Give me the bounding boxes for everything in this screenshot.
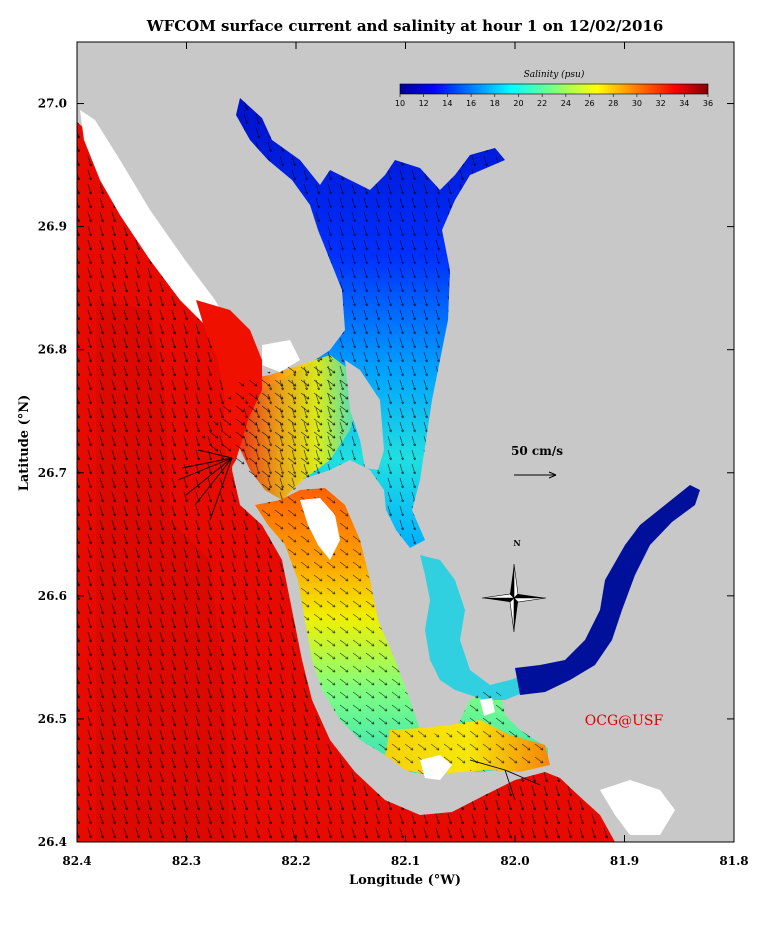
y-tick-label: 26.6: [38, 589, 67, 603]
y-tick-label: 26.4: [38, 835, 67, 849]
x-tick-label: 82.2: [281, 854, 310, 868]
mid-harbor-vectors: [200, 355, 360, 500]
colorbar-tick-label: 34: [679, 99, 689, 108]
x-tick-label: 82.0: [500, 854, 529, 868]
x-tick-label: 81.8: [719, 854, 748, 868]
colorbar-tick-label: 28: [608, 99, 618, 108]
colorbar-ramp: [399, 83, 709, 95]
scale-arrow-label: 50 cm/s: [511, 444, 563, 458]
gulf-vectors: [77, 122, 615, 842]
x-tick-label: 82.4: [62, 854, 91, 868]
y-tick-label: 26.5: [38, 712, 67, 726]
x-axis-ticks: 82.4 82.3 82.2 82.1 82.0 81.9 81.8: [62, 42, 749, 868]
island-pine: [345, 360, 384, 470]
island-small-1: [262, 340, 300, 372]
y-tick-label: 26.9: [38, 220, 67, 234]
colorbar-tick-label: 16: [466, 99, 476, 108]
north-arrow-icon: [481, 563, 547, 633]
island-south-cluster: [600, 780, 675, 835]
colorbar-title: Salinity (psu): [524, 69, 585, 80]
colorbar-tick-label: 26: [584, 99, 594, 108]
colorbar: Salinity (psu) 10 12 14 16 18 20 22 24 26 28 30 32 3…: [395, 69, 713, 108]
colorbar-tick-label: 12: [419, 99, 429, 108]
inlet-jet-arrows: [177, 449, 541, 801]
colorbar-tick-label: 24: [561, 99, 571, 108]
y-axis-ticks: 26.4 26.5 26.6 26.7 26.8 26.9 27.0: [38, 97, 734, 849]
island-small-2: [480, 698, 495, 716]
x-tick-label: 82.1: [391, 854, 420, 868]
colorbar-ticks: 10 12 14 16 18 20 22 24 26 28 30 32 34 36: [395, 94, 713, 108]
x-tick-label: 82.3: [172, 854, 201, 868]
y-tick-label: 26.8: [38, 343, 67, 357]
x-axis-label: Longitude (°W): [349, 873, 461, 888]
colorbar-tick-label: 18: [490, 99, 500, 108]
barrier-island: [80, 110, 238, 350]
caloosahatchee-channel: [420, 555, 530, 700]
colorbar-tick-label: 36: [703, 99, 713, 108]
colorbar-tick-label: 32: [656, 99, 666, 108]
colorbar-tick-label: 22: [537, 99, 547, 108]
sound-vectors: [255, 488, 548, 775]
colorbar-tick-label: 10: [395, 99, 405, 108]
colorbar-tick-label: 14: [442, 99, 452, 108]
y-tick-label: 26.7: [38, 466, 67, 480]
caloosahatchee-river: [515, 485, 700, 695]
x-tick-label: 81.9: [610, 854, 639, 868]
island-gasparilla: [300, 498, 340, 560]
island-sanibel: [420, 755, 452, 780]
y-axis-label: Latitude (°N): [17, 395, 32, 492]
y-tick-label: 27.0: [38, 97, 67, 111]
colorbar-tick-label: 20: [513, 99, 523, 108]
figure-title: WFCOM surface current and salinity at ho…: [146, 17, 664, 35]
colorbar-tick-label: 30: [632, 99, 642, 108]
scale-arrow: [514, 471, 557, 479]
map-plot-area: [77, 42, 734, 842]
credit-label: OCG@USF: [585, 713, 664, 729]
north-arrow-label: N: [513, 538, 520, 548]
